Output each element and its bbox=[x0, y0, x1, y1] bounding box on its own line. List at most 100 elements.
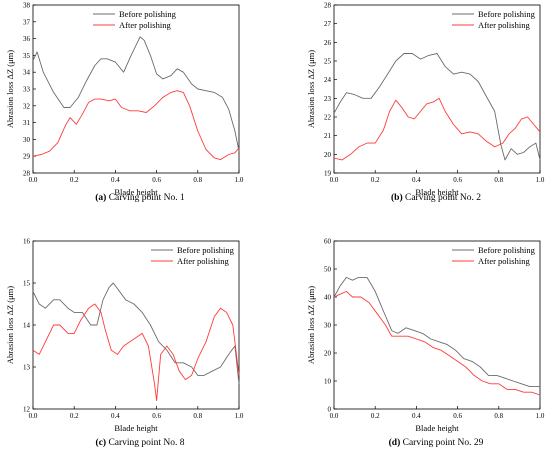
x-axis-label: Blade height bbox=[415, 187, 459, 197]
caption-text: Carving point No. 2 bbox=[405, 193, 481, 203]
x-tick-label: 0.0 bbox=[330, 176, 339, 184]
y-tick-label: 16 bbox=[23, 238, 31, 246]
caption-tag: (d) bbox=[389, 437, 401, 448]
x-tick-label: 0.2 bbox=[70, 412, 79, 420]
y-tick-label: 60 bbox=[324, 238, 332, 246]
chart-panel-d: 0.0 0.2 0.4 0.6 0.8 1.0 0 10 20 30 40 50 60 Blade hei… bbox=[306, 238, 545, 449]
y-tick-label: 29 bbox=[23, 153, 31, 161]
plot-frame bbox=[32, 240, 240, 410]
chart-panel-b: 0.0 0.2 0.4 0.6 0.8 1.0 19 20 21 22 23 24 25 26 27 28 Bl… bbox=[306, 2, 545, 204]
legend-label-after: After polishing bbox=[478, 256, 530, 266]
y-tick-label: 30 bbox=[23, 136, 31, 144]
legend-label-after: After polishing bbox=[119, 20, 171, 30]
x-tick-label: 0.4 bbox=[412, 412, 421, 420]
series-line-after bbox=[32, 303, 240, 402]
caption-text: Carving point No. 1 bbox=[109, 193, 185, 203]
x-tick-label: 0.8 bbox=[193, 176, 202, 184]
y-tick-label: 19 bbox=[324, 170, 332, 178]
caption-tag: (c) bbox=[96, 437, 107, 448]
x-tick-label: 0.0 bbox=[330, 412, 339, 420]
caption-text: Carving point No. 8 bbox=[108, 438, 184, 448]
panel-caption: (b) Carving point No. 2 bbox=[391, 192, 481, 203]
legend-label-before: Before polishing bbox=[478, 245, 536, 255]
x-tick-label: 1.0 bbox=[536, 412, 545, 420]
y-tick-label: 34 bbox=[23, 69, 31, 77]
y-tick-label: 36 bbox=[23, 35, 31, 43]
plot-frame bbox=[333, 4, 541, 174]
y-axis-label: Abrasion loss ΔZ (μm) bbox=[5, 50, 15, 128]
series-line-after bbox=[333, 97, 541, 161]
panel-caption: (a) Carving point No. 1 bbox=[95, 192, 185, 203]
legend-label-before: Before polishing bbox=[478, 9, 536, 19]
caption-tag: (b) bbox=[391, 192, 403, 203]
series-line-before bbox=[333, 53, 541, 161]
series-line-before bbox=[32, 36, 240, 152]
x-tick-label: 0.0 bbox=[29, 176, 38, 184]
plot-frame bbox=[333, 240, 541, 410]
x-tick-label: 0.6 bbox=[152, 176, 161, 184]
x-tick-label: 1.0 bbox=[235, 176, 244, 184]
y-tick-label: 26 bbox=[324, 39, 332, 47]
y-tick-label: 20 bbox=[324, 350, 332, 358]
x-tick-label: 0.8 bbox=[193, 412, 202, 420]
y-tick-label: 25 bbox=[324, 58, 332, 66]
y-tick-label: 30 bbox=[324, 322, 332, 330]
y-tick-label: 21 bbox=[324, 132, 332, 140]
y-axis-label: Abrasion loss ΔZ (μm) bbox=[306, 50, 316, 128]
series-line-after bbox=[32, 90, 240, 161]
y-tick-label: 27 bbox=[324, 20, 332, 28]
plot-frame bbox=[32, 4, 240, 174]
chart-panel-c: 0.0 0.2 0.4 0.6 0.8 1.0 12 13 14 15 16 Blade height… bbox=[5, 238, 244, 449]
y-tick-label: 28 bbox=[324, 2, 332, 10]
x-tick-label: 0.0 bbox=[29, 412, 38, 420]
x-tick-label: 0.2 bbox=[371, 412, 380, 420]
x-tick-label: 0.6 bbox=[152, 412, 161, 420]
y-tick-label: 13 bbox=[23, 364, 31, 372]
x-tick-label: 0.8 bbox=[494, 176, 503, 184]
x-tick-label: 0.2 bbox=[371, 176, 380, 184]
y-tick-label: 14 bbox=[23, 322, 31, 330]
y-axis-label: Abrasion loss ΔZ (μm) bbox=[5, 286, 15, 364]
x-tick-label: 0.8 bbox=[494, 412, 503, 420]
x-axis-label: Blade height bbox=[415, 423, 459, 433]
x-axis-label: Blade height bbox=[114, 423, 158, 433]
legend-label-before: Before polishing bbox=[177, 245, 235, 255]
y-tick-label: 0 bbox=[328, 406, 332, 414]
series-line-after bbox=[333, 290, 541, 396]
legend-label-after: After polishing bbox=[478, 20, 530, 30]
y-tick-label: 37 bbox=[23, 18, 31, 26]
y-tick-label: 24 bbox=[324, 76, 332, 84]
x-tick-label: 1.0 bbox=[536, 176, 545, 184]
y-tick-label: 10 bbox=[324, 378, 332, 386]
x-axis-label: Blade height bbox=[114, 187, 158, 197]
y-tick-label: 28 bbox=[23, 170, 31, 178]
x-tick-label: 0.4 bbox=[111, 176, 120, 184]
y-tick-label: 22 bbox=[324, 114, 332, 122]
x-tick-label: 0.4 bbox=[412, 176, 421, 184]
x-tick-label: 0.6 bbox=[453, 176, 462, 184]
y-tick-label: 20 bbox=[324, 151, 332, 159]
legend-label-before: Before polishing bbox=[119, 9, 177, 19]
y-axis-label: Abrasion loss ΔZ (μm) bbox=[306, 286, 316, 364]
y-tick-label: 35 bbox=[23, 52, 31, 60]
y-tick-label: 15 bbox=[23, 280, 31, 288]
x-tick-label: 0.2 bbox=[70, 176, 79, 184]
series-line-before bbox=[32, 282, 240, 384]
x-tick-label: 0.6 bbox=[453, 412, 462, 420]
chart-panel-a: 0.0 0.2 0.4 0.6 0.8 1.0 28 29 30 31 32 33 34 35 36 37 38… bbox=[5, 2, 244, 204]
y-tick-label: 12 bbox=[23, 406, 31, 414]
y-tick-label: 31 bbox=[23, 119, 31, 127]
y-tick-label: 40 bbox=[324, 294, 332, 302]
x-tick-label: 0.4 bbox=[111, 412, 120, 420]
y-tick-label: 23 bbox=[324, 95, 332, 103]
caption-text: Carving point No. 29 bbox=[403, 438, 484, 448]
panel-caption: (d) Carving point No. 29 bbox=[389, 437, 484, 448]
y-tick-label: 33 bbox=[23, 86, 31, 94]
panel-caption: (c) Carving point No. 8 bbox=[96, 437, 185, 448]
y-tick-label: 32 bbox=[23, 102, 31, 110]
y-tick-label: 50 bbox=[324, 266, 332, 274]
x-tick-label: 1.0 bbox=[235, 412, 244, 420]
legend-label-after: After polishing bbox=[177, 256, 229, 266]
series-line-before bbox=[333, 276, 540, 388]
